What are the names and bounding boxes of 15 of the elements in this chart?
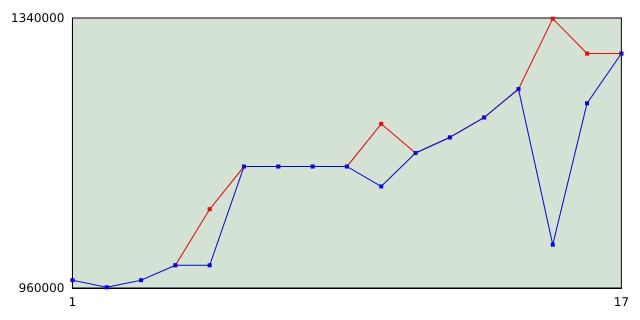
y-tick-label: 1340000 (10, 11, 64, 25)
point (550, 242, 555, 247)
point (104, 285, 109, 290)
point (585, 101, 590, 106)
x-tick-label: 1 (68, 295, 76, 309)
x-tick-label: 17 (614, 295, 630, 309)
point (70, 278, 74, 282)
point (208, 207, 212, 212)
point (550, 16, 555, 21)
point (208, 263, 212, 268)
point (139, 278, 144, 282)
point (379, 184, 384, 188)
y-tick-label: 960000 (18, 281, 64, 295)
point (585, 52, 590, 56)
point (379, 122, 384, 126)
